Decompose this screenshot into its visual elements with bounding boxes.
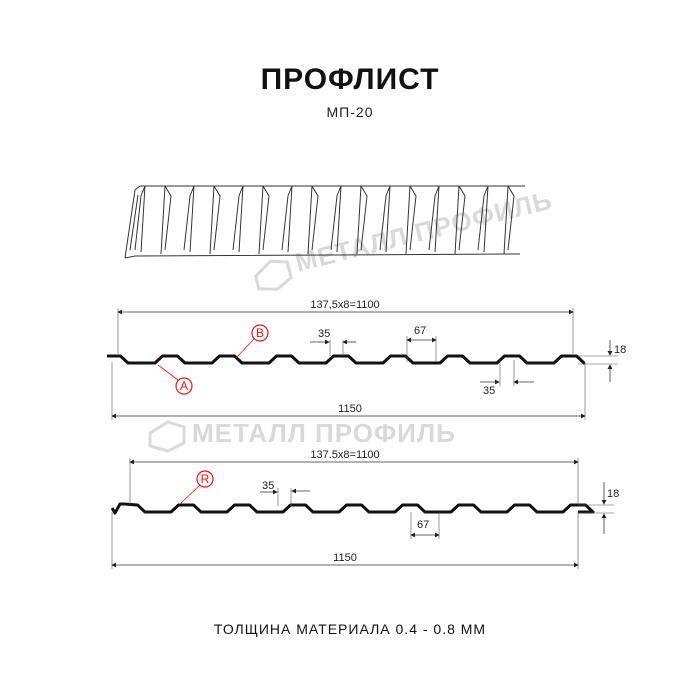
callout-r-label: R: [201, 472, 210, 486]
sheet-corrugation: [232, 185, 270, 255]
total-width-dimension: 1150: [338, 403, 362, 415]
profile-2-line: [110, 502, 595, 515]
pitch-dimension: 137,5x8=1100: [310, 299, 379, 311]
sheet-3d-view: [124, 185, 525, 259]
height-dimension: 18: [614, 344, 626, 356]
callout-b-label: B: [256, 326, 264, 340]
watermark-logo-2: МЕТАЛЛ ПРОФИЛЬ: [148, 418, 456, 453]
sheet-corrugation: [183, 185, 221, 255]
bottom-width-dimension: 67: [414, 325, 426, 337]
callout-a-label: A: [180, 379, 188, 393]
top-width-dimension: 35: [262, 480, 274, 492]
height-dimension: 18: [607, 488, 619, 500]
top-width-dimension: 35: [318, 328, 330, 340]
watermark-text: МЕТАЛЛ ПРОФИЛЬ: [192, 418, 456, 448]
callout-b: [251, 324, 269, 342]
profile-1: 137,5x8=1100 1150 35 67 35 18 A B: [107, 299, 626, 420]
bottom-flat-dimension: 35: [483, 385, 495, 397]
callout-r: [196, 470, 214, 488]
watermark-text: МЕТАЛЛ ПРОФИЛЬ: [292, 185, 555, 278]
page-title: ПРОФЛИСТ: [261, 63, 440, 96]
sheet-outline: [124, 185, 525, 259]
material-thickness: ТОЛЩИНА МАТЕРИАЛА 0.4 - 0.8 ММ: [214, 621, 486, 637]
callout-a: [175, 377, 193, 395]
sheet-corrugation: [134, 185, 172, 255]
profile-1-line: [107, 354, 586, 365]
pitch-dimension: 137.5x8=1100: [310, 449, 379, 461]
profile-2: 137.5x8=1100 1150 35 67 18 R: [110, 449, 619, 569]
watermark-logo-1: МЕТАЛЛ ПРОФИЛЬ: [254, 185, 555, 291]
sheet-corrugation: [281, 185, 319, 255]
bottom-width-dimension: 67: [417, 519, 429, 531]
page-subtitle: МП-20: [327, 104, 374, 120]
total-width-dimension: 1150: [333, 552, 357, 564]
